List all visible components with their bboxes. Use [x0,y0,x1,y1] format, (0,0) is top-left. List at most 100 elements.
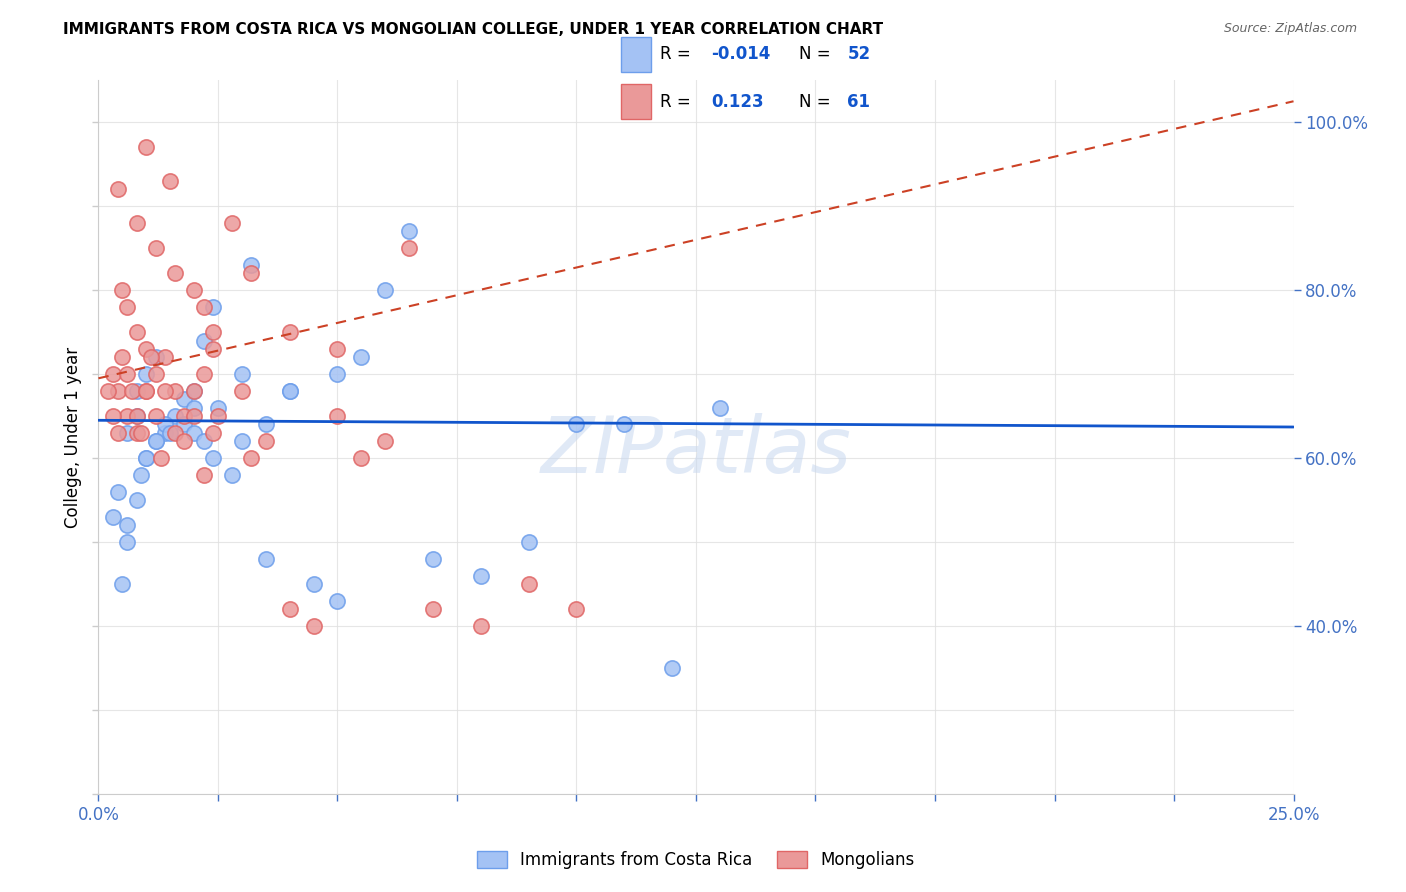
Point [115,425,138,440]
Point [240,258,263,272]
Text: 0.123: 0.123 [711,93,763,111]
Point [517,577,540,591]
Point [159,174,181,188]
Point [107,484,129,499]
Point [115,367,138,381]
Point [565,417,588,432]
Point [101,821,124,835]
Point [135,367,157,381]
Point [173,409,195,423]
Point [278,602,301,616]
Point [163,384,186,398]
Point [115,300,138,314]
Point [193,467,215,482]
Point [398,241,420,255]
Point [107,425,129,440]
Point [115,518,138,533]
Point [278,384,301,398]
Point [135,384,157,398]
Point [135,384,157,398]
Point [326,594,349,608]
Point [125,384,148,398]
Text: -0.014: -0.014 [711,45,770,63]
Point [231,367,253,381]
Point [231,384,253,398]
Point [302,619,325,633]
Point [125,493,148,508]
Point [163,425,186,440]
Point [135,140,157,154]
Point [193,367,215,381]
Point [159,425,181,440]
Point [254,434,277,449]
Text: IMMIGRANTS FROM COSTA RICA VS MONGOLIAN COLLEGE, UNDER 1 YEAR CORRELATION CHART: IMMIGRANTS FROM COSTA RICA VS MONGOLIAN … [63,22,883,37]
Point [254,551,277,566]
Point [131,467,153,482]
Point [135,451,157,466]
Legend: Immigrants from Costa Rica, Mongolians: Immigrants from Costa Rica, Mongolians [470,845,922,876]
Point [115,409,138,423]
Point [183,409,205,423]
Point [207,401,229,415]
Point [221,467,243,482]
Point [374,283,396,297]
Point [145,409,167,423]
Point [155,417,177,432]
Point [183,425,205,440]
Point [125,425,148,440]
Point [101,367,124,381]
Point [155,425,177,440]
Point [240,266,263,280]
Point [97,384,120,398]
Point [145,367,167,381]
Point [135,451,157,466]
Text: 52: 52 [848,45,870,63]
Point [326,342,349,356]
Point [565,602,588,616]
Point [111,577,134,591]
Point [350,451,373,466]
Point [107,384,129,398]
Point [107,182,129,196]
Point [278,384,301,398]
Point [202,300,225,314]
Point [145,434,167,449]
Text: N =: N = [799,93,831,111]
Point [173,417,195,432]
Point [517,535,540,549]
Point [121,384,143,398]
Point [398,224,420,238]
Point [173,392,195,407]
Point [125,325,148,339]
Point [163,266,186,280]
Point [111,283,134,297]
Point [111,351,134,365]
Point [173,434,195,449]
Point [326,409,349,423]
Bar [620,37,651,72]
Point [131,425,153,440]
Point [101,509,124,524]
Point [302,577,325,591]
Point [240,451,263,466]
Point [202,325,225,339]
Point [163,409,186,423]
Point [422,602,444,616]
Text: N =: N = [799,45,831,63]
Point [125,409,148,423]
Point [155,384,177,398]
Point [139,351,162,365]
Point [135,342,157,356]
Point [183,401,205,415]
Point [101,409,124,423]
Text: 61: 61 [848,93,870,111]
Point [149,451,172,466]
Text: R =: R = [659,93,690,111]
Point [709,401,731,415]
Point [326,367,349,381]
Point [145,241,167,255]
Point [115,535,138,549]
Point [613,417,636,432]
Point [145,351,167,365]
Point [350,351,373,365]
